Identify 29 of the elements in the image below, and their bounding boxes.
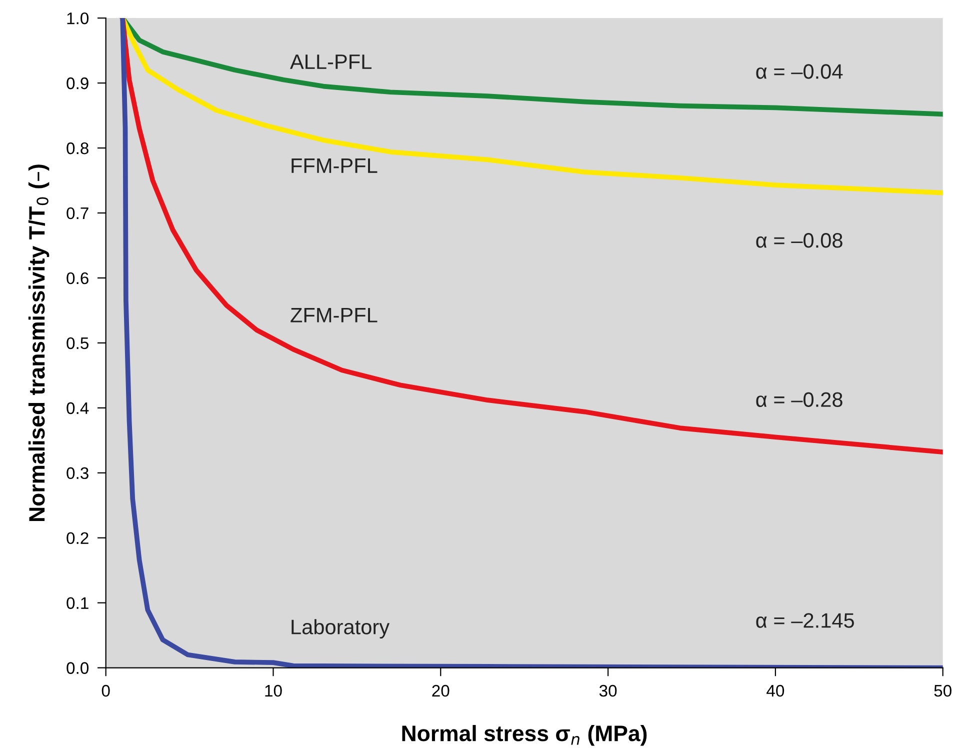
y-tick-label: 0.8 [66,142,88,154]
x-tick-label: 10 [265,684,282,697]
x-tick-label: 50 [934,684,952,697]
y-tick-label: 0.1 [66,597,88,610]
y-axis-title: Normalised transmissivity T/T$_{0}$ (–) [28,164,50,521]
x-tick-label: 40 [766,684,784,697]
x-tick-label: 20 [432,684,450,697]
y-tick-label: 0.7 [66,207,88,220]
x-tick-label: 0 [102,684,110,697]
y-tick-label: 0.6 [66,272,88,284]
annotation: α = –2.145 [756,613,854,628]
annotation: α = –0.08 [756,233,842,248]
series-label: ZFM-PFL [290,308,378,322]
y-tick-label: 0.0 [66,662,89,674]
y-tick-label: 0.4 [66,402,89,414]
x-axis-title: Normal stress σ$_{n}$ (MPa) [402,724,647,746]
line-series [120,18,943,117]
series-label: FFM-PFL [292,158,378,173]
y-tick-label: 1.0 [67,12,89,24]
y-tick-label: 0.2 [66,532,88,544]
series-label: ALL-PFL [290,54,372,69]
annotation: α = –0.28 [756,392,842,407]
y-tick-label: 0.9 [66,77,88,90]
y-tick-label: 0.5 [66,337,88,350]
line-series [120,18,943,668]
x-tick-label: 30 [599,684,617,697]
annotation: α = –0.04 [756,64,843,79]
y-tick-label: 0.3 [66,467,88,480]
series-label: Laboratory [292,619,390,639]
